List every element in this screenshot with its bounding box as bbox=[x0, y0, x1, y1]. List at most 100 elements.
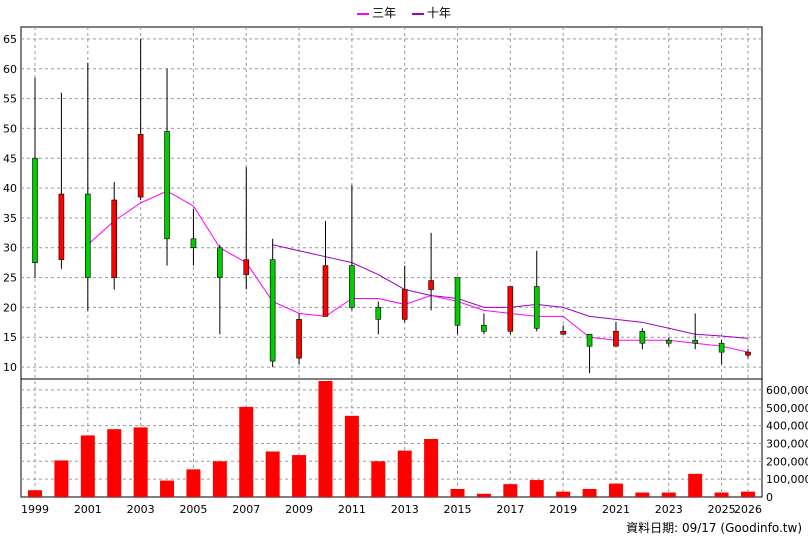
year-tick-label: 2023 bbox=[655, 503, 683, 516]
volume-bar bbox=[714, 492, 729, 497]
price-tick-label: 45 bbox=[3, 152, 17, 165]
candle-body bbox=[586, 333, 593, 347]
price-tick-label: 55 bbox=[3, 93, 17, 106]
year-tick-label: 2026 bbox=[734, 503, 762, 516]
volume-bar bbox=[741, 491, 755, 497]
plot-frame bbox=[20, 26, 763, 498]
volume-bar bbox=[133, 427, 148, 497]
volume-bar bbox=[608, 483, 623, 497]
price-tick-label: 30 bbox=[3, 242, 17, 255]
volume-bar bbox=[661, 492, 676, 497]
year-tick-label: 2005 bbox=[179, 503, 207, 516]
year-tick-label: 2015 bbox=[444, 503, 472, 516]
year-tick-label: 2011 bbox=[338, 503, 366, 516]
legend-swatch-ma10 bbox=[411, 12, 424, 15]
volume-bar bbox=[635, 492, 650, 497]
candle-body bbox=[507, 286, 514, 332]
volume-bar bbox=[80, 435, 95, 497]
volume-bar bbox=[28, 490, 42, 497]
candle-body bbox=[454, 277, 461, 326]
volume-bar bbox=[450, 488, 465, 497]
volume-tick-label: 200,000 bbox=[766, 455, 808, 468]
year-tick-label: 2001 bbox=[74, 503, 102, 516]
volume-bar bbox=[688, 473, 703, 497]
candle-body bbox=[32, 157, 38, 263]
volume-tick-label: 500,000 bbox=[766, 402, 808, 415]
volume-bar bbox=[107, 429, 122, 497]
price-tick-label: 60 bbox=[3, 63, 17, 76]
volume-bar bbox=[556, 491, 571, 497]
candle-body bbox=[111, 199, 118, 278]
legend-item-ma3: 三年 bbox=[357, 4, 396, 21]
volume-bar bbox=[239, 406, 254, 497]
volume-tick-label: 100,000 bbox=[766, 473, 808, 486]
candle-body bbox=[217, 247, 223, 278]
volume-tick-label: 400,000 bbox=[766, 420, 808, 433]
candle-body bbox=[428, 280, 434, 290]
candle-body bbox=[533, 286, 540, 329]
year-tick-label: 2003 bbox=[127, 503, 155, 516]
candle-body bbox=[560, 330, 566, 335]
legend-label-ma3: 三年 bbox=[372, 6, 397, 20]
volume-bar bbox=[54, 460, 69, 497]
price-tick-label: 15 bbox=[3, 331, 17, 344]
volume-bar bbox=[344, 415, 359, 497]
price-tick-label: 40 bbox=[3, 182, 17, 195]
candle-body bbox=[322, 265, 329, 317]
data-date-label: 資料日期: 09/17 bbox=[626, 521, 717, 535]
candle-body bbox=[639, 330, 646, 344]
volume-bar bbox=[160, 480, 175, 497]
candle-body bbox=[164, 131, 170, 240]
volume-bar bbox=[397, 450, 412, 497]
volume-bar bbox=[424, 439, 439, 497]
price-tick-label: 50 bbox=[3, 122, 17, 135]
candle-body bbox=[613, 330, 619, 347]
year-tick-label: 2013 bbox=[391, 503, 419, 516]
year-tick-label: 2025 bbox=[708, 503, 736, 516]
legend-label-ma10: 十年 bbox=[426, 6, 451, 20]
year-tick-label: 2009 bbox=[285, 503, 313, 516]
volume-bar bbox=[212, 461, 227, 497]
candle-body bbox=[375, 307, 382, 320]
volume-tick-label: 600,000 bbox=[766, 384, 808, 397]
volume-tick-label: 0 bbox=[766, 491, 773, 504]
chart-legend: 三年 十年 bbox=[0, 4, 808, 21]
volume-tick-label: 300,000 bbox=[766, 437, 808, 450]
volume-bar bbox=[529, 480, 544, 497]
legend-item-ma10: 十年 bbox=[411, 4, 451, 21]
candle-body bbox=[85, 193, 91, 278]
candle-body bbox=[269, 259, 276, 362]
year-tick-label: 2021 bbox=[602, 503, 630, 516]
candle-body bbox=[481, 325, 487, 332]
candle-body bbox=[745, 351, 751, 356]
price-tick-label: 10 bbox=[3, 361, 17, 374]
volume-bar bbox=[582, 488, 597, 497]
candle-body bbox=[137, 134, 144, 198]
price-tick-label: 65 bbox=[3, 33, 17, 46]
ma3-line bbox=[87, 190, 749, 353]
candle-body bbox=[349, 265, 355, 308]
year-tick-label: 2017 bbox=[496, 503, 524, 516]
footer: 資料日期: 09/17 (Goodinfo.tw) bbox=[626, 519, 802, 536]
candle-body bbox=[296, 319, 302, 359]
volume-bar bbox=[503, 484, 518, 497]
source-label: (Goodinfo.tw) bbox=[720, 521, 802, 535]
legend-swatch-ma3 bbox=[357, 12, 370, 15]
year-tick-label: 2019 bbox=[549, 503, 577, 516]
candle-body bbox=[243, 259, 250, 275]
volume-bar bbox=[292, 455, 307, 497]
price-tick-label: 20 bbox=[3, 301, 17, 314]
volume-bar bbox=[371, 461, 386, 497]
candle-body bbox=[58, 193, 65, 260]
year-tick-label: 2007 bbox=[232, 503, 260, 516]
price-tick-label: 35 bbox=[3, 212, 17, 225]
volume-bar bbox=[476, 493, 491, 497]
candle-body bbox=[401, 289, 408, 320]
candle-body bbox=[718, 342, 725, 353]
volume-bar bbox=[186, 469, 201, 497]
volume-bar bbox=[318, 381, 333, 497]
candle-body bbox=[190, 238, 197, 249]
price-tick-label: 25 bbox=[3, 272, 17, 285]
candle-body bbox=[665, 339, 672, 344]
